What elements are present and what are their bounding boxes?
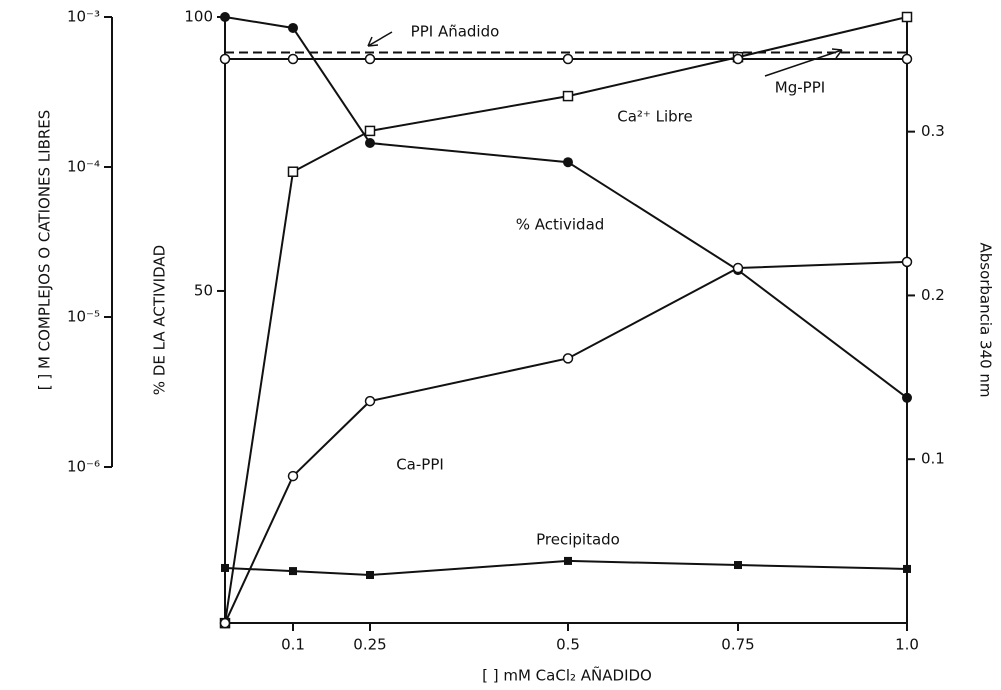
x-tick-label: 0.25 bbox=[353, 636, 386, 654]
arrow bbox=[367, 31, 393, 47]
series-label: Precipitado bbox=[536, 531, 620, 549]
marker bbox=[364, 125, 376, 137]
y2-tick-label: 0.1 bbox=[921, 450, 945, 468]
x-tick-label: 1.0 bbox=[895, 636, 919, 654]
y3-tick-label: 10⁻⁴ bbox=[67, 158, 100, 176]
x-axis-title: [ ] mM CaCl₂ AÑADIDO bbox=[482, 666, 652, 685]
x-tick-label: 0.5 bbox=[556, 636, 580, 654]
series-line bbox=[224, 16, 908, 399]
marker bbox=[734, 561, 742, 570]
series-label: Mg-PPI bbox=[775, 79, 825, 97]
marker bbox=[366, 571, 374, 580]
y3-tick-label: 10⁻⁶ bbox=[67, 458, 100, 476]
marker bbox=[219, 617, 231, 629]
marker bbox=[364, 53, 376, 65]
marker bbox=[732, 262, 744, 274]
series-line bbox=[224, 260, 908, 624]
y-tick-label: 50 bbox=[194, 281, 213, 299]
x-tick-label: 0.75 bbox=[721, 636, 754, 654]
series-label: Ca-PPI bbox=[396, 456, 444, 474]
y3-axis-title: [ ] M COMPLEJOS O CATIONES LIBRES bbox=[36, 110, 54, 391]
series-label: PPI Añadido bbox=[411, 23, 500, 41]
y2-tick-label: 0.3 bbox=[921, 122, 945, 140]
marker bbox=[287, 166, 299, 177]
series-label: % Actividad bbox=[516, 216, 605, 234]
marker bbox=[287, 470, 299, 482]
y-tick-label: 100 bbox=[184, 8, 213, 26]
y2-tick-label: 0.2 bbox=[921, 286, 945, 304]
marker bbox=[901, 53, 913, 65]
marker bbox=[564, 556, 572, 565]
marker bbox=[902, 392, 912, 403]
marker bbox=[562, 353, 574, 364]
marker bbox=[365, 138, 375, 149]
marker bbox=[287, 53, 299, 65]
series-line bbox=[224, 559, 908, 577]
marker bbox=[221, 563, 229, 572]
marker bbox=[901, 256, 913, 268]
marker bbox=[901, 11, 913, 23]
arrow bbox=[764, 48, 843, 77]
marker bbox=[903, 564, 911, 573]
marker bbox=[288, 22, 298, 33]
marker bbox=[364, 395, 376, 407]
series-label: Ca²⁺ Libre bbox=[617, 108, 692, 126]
marker bbox=[563, 157, 573, 168]
marker bbox=[289, 567, 297, 576]
marker bbox=[562, 53, 574, 65]
marker bbox=[219, 53, 231, 65]
series-line bbox=[224, 16, 908, 624]
y-axis-title: % DE LA ACTIVIDAD bbox=[151, 245, 169, 395]
x-tick-label: 0.1 bbox=[281, 636, 305, 654]
y2-axis-title: Absorbancia 340 nm bbox=[977, 242, 995, 397]
marker bbox=[732, 53, 744, 65]
marker bbox=[220, 12, 230, 22]
y3-tick-label: 10⁻⁵ bbox=[67, 308, 100, 326]
marker bbox=[562, 90, 574, 102]
y3-tick-label: 10⁻³ bbox=[67, 8, 100, 26]
